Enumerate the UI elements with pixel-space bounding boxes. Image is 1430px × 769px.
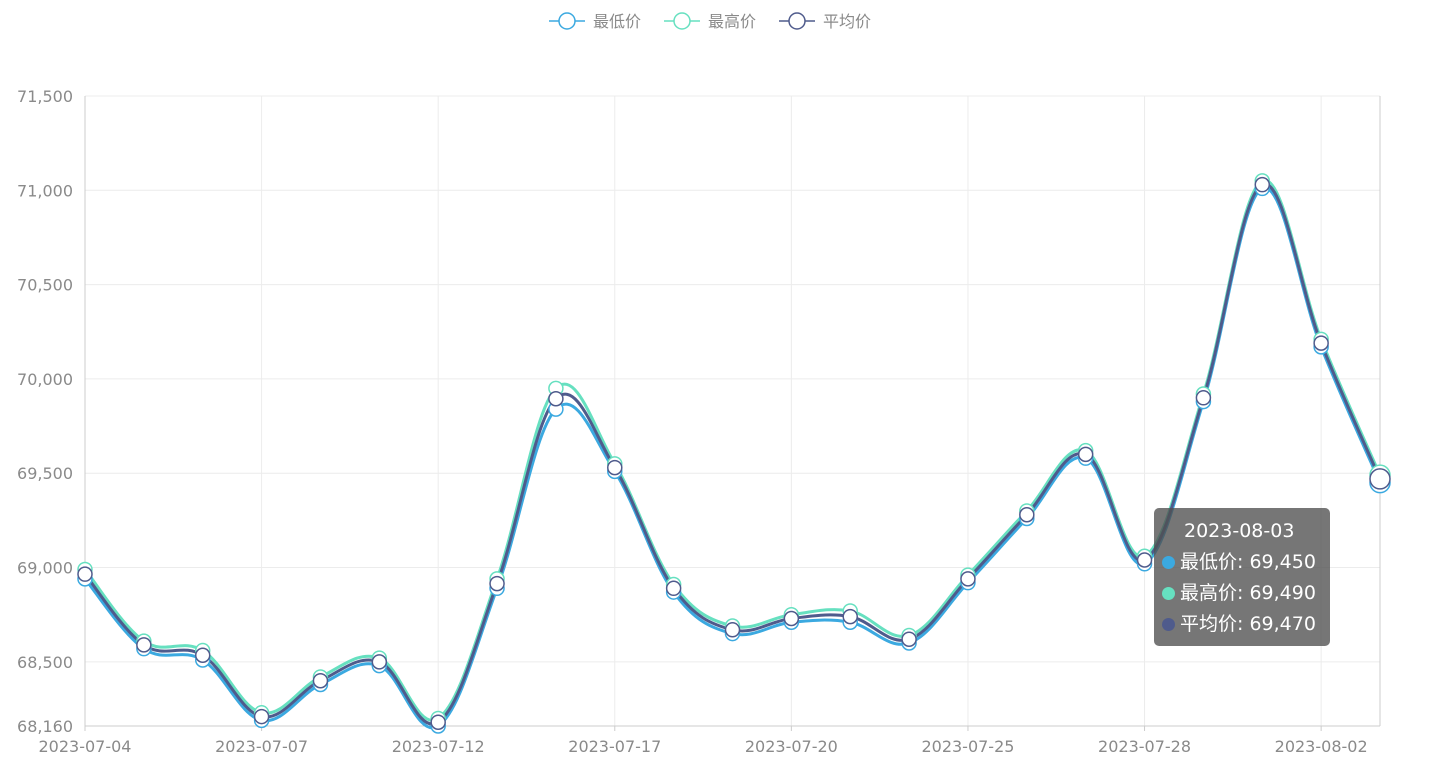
series-points[interactable]	[77, 173, 1391, 734]
y-tick-label: 69,500	[17, 464, 73, 483]
y-tick-label: 70,000	[17, 370, 73, 389]
data-point[interactable]	[783, 610, 800, 627]
data-point[interactable]	[312, 672, 329, 689]
tooltip-label-high: 最高价: 69,490	[1180, 582, 1316, 604]
legend-label: 最高价	[708, 12, 756, 31]
tooltip-title: 2023-08-03	[1184, 520, 1295, 542]
tooltip-row-low: 最低价: 69,450	[1154, 547, 1330, 578]
x-tick-label: 2023-07-28	[1098, 737, 1191, 756]
y-tick-label: 68,160	[17, 717, 73, 736]
data-point[interactable]	[665, 580, 682, 597]
y-tick-label: 70,500	[17, 276, 73, 295]
data-point[interactable]	[1019, 506, 1035, 523]
legend[interactable]: 最低价 最高价 平均价	[549, 12, 871, 31]
legend-label: 最低价	[593, 12, 641, 31]
axes	[84, 96, 1381, 731]
legend-marker	[673, 12, 691, 30]
legend-marker	[558, 12, 576, 30]
y-tick-label: 71,500	[17, 87, 73, 106]
y-tick-label: 69,000	[17, 559, 73, 578]
x-tick-label: 2023-07-20	[745, 737, 838, 756]
tooltip-label-avg: 平均价: 69,470	[1180, 613, 1316, 635]
data-point[interactable]	[724, 622, 741, 638]
legend-item[interactable]: 平均价	[779, 12, 871, 31]
tooltip: 2023-08-03 最低价: 69,450 最高价: 69,490 平均价: …	[1154, 508, 1330, 646]
data-point[interactable]	[1254, 176, 1271, 193]
y-tick-label: 68,500	[17, 653, 73, 672]
tooltip-dot-avg	[1162, 618, 1175, 631]
data-point[interactable]	[489, 575, 505, 592]
data-point[interactable]	[901, 631, 917, 647]
x-tick-label: 2023-07-04	[39, 737, 132, 756]
y-tick-label: 71,000	[17, 181, 73, 200]
x-tick-label: 2023-07-25	[921, 737, 1014, 756]
x-tick-label: 2023-08-02	[1275, 737, 1368, 756]
data-point[interactable]	[1195, 390, 1212, 406]
legend-label: 平均价	[823, 12, 871, 31]
tooltip-label-low: 最低价: 69,450	[1180, 551, 1316, 573]
tooltip-dot-low	[1162, 556, 1175, 569]
data-point[interactable]	[842, 608, 858, 625]
data-point[interactable]	[548, 390, 564, 407]
data-point[interactable]	[430, 714, 446, 730]
x-tick-label: 2023-07-12	[392, 737, 485, 756]
data-point[interactable]	[1077, 446, 1094, 463]
legend-marker	[788, 12, 806, 30]
data-point[interactable]	[253, 708, 270, 725]
x-axis-labels: 2023-07-04 2023-07-07 2023-07-12 2023-07-17…	[39, 737, 1368, 756]
data-point[interactable]	[1136, 552, 1153, 568]
x-tick-label: 2023-07-07	[215, 737, 308, 756]
data-point[interactable]	[960, 571, 976, 587]
legend-item[interactable]: 最高价	[664, 12, 756, 31]
x-tick-label: 2023-07-17	[568, 737, 661, 756]
data-point[interactable]	[77, 566, 93, 582]
data-point[interactable]	[1313, 335, 1329, 351]
data-point[interactable]	[194, 647, 211, 664]
tooltip-dot-high	[1162, 587, 1175, 600]
tooltip-row-avg: 平均价: 69,470	[1154, 609, 1330, 640]
data-point[interactable]	[371, 654, 388, 670]
tooltip-row-high: 最高价: 69,490	[1154, 578, 1330, 609]
data-point[interactable]	[607, 459, 623, 476]
data-point[interactable]	[136, 637, 152, 653]
legend-item[interactable]: 最低价	[549, 12, 641, 31]
y-axis-labels: 68,160 68,500 69,000 69,500 70,000 70,500 71,0…	[17, 87, 73, 736]
data-point[interactable]	[1369, 468, 1391, 490]
